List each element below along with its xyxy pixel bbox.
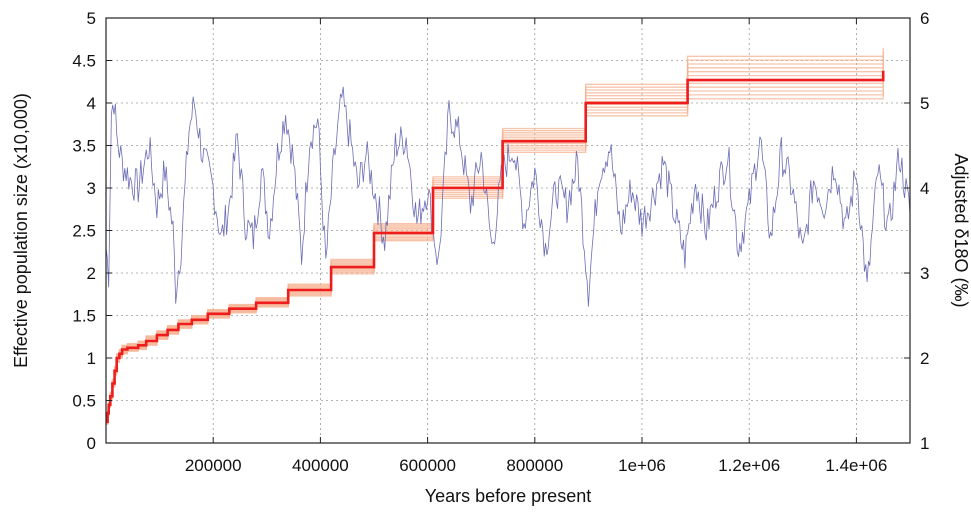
x-tick-label: 400000 [292, 456, 349, 475]
y-right-tick-label: 5 [920, 94, 929, 113]
y-left-tick-label: 1.5 [72, 307, 96, 326]
ne-band-trajectory [106, 55, 884, 421]
y-right-tick-label: 1 [920, 434, 929, 453]
y-axis-right-label: Adjusted δ18O (‰) [951, 153, 971, 307]
x-tick-label: 1.2e+06 [718, 456, 780, 475]
ne-band-trajectory [106, 72, 884, 423]
ne-band-trajectory [106, 76, 884, 424]
x-axis-label: Years before present [425, 486, 591, 506]
y-left-tick-label: 2.5 [72, 222, 96, 241]
y-left-tick-label: 3 [87, 179, 96, 198]
ne-band-trajectory [106, 47, 884, 420]
y-axis-left-label: Effective population size (x10,000) [11, 93, 31, 368]
y-left-tick-label: 5 [87, 9, 96, 28]
y-left-tick-label: 3.5 [72, 137, 96, 156]
y-right-tick-label: 3 [920, 264, 929, 283]
x-tick-label: 200000 [185, 456, 242, 475]
y-left-tick-label: 0.5 [72, 392, 96, 411]
y-left-tick-label: 4.5 [72, 52, 96, 71]
y-left-tick-label: 0 [87, 434, 96, 453]
ne-band-trajectory [106, 88, 884, 425]
y-right-tick-label: 2 [920, 349, 929, 368]
ne-step-line [106, 70, 885, 424]
ne-band-trajectory [106, 80, 884, 424]
ne-band-trajectory [106, 84, 884, 425]
x-tick-label: 800000 [506, 456, 563, 475]
d18o-line [105, 86, 911, 307]
y-left-tick-label: 4 [87, 94, 96, 113]
ne-series [106, 70, 885, 424]
tick-labels: 200000 400000 600000 800000 1e+06 1.2e+06 1.4e… [72, 9, 929, 475]
y-left-tick-label: 1 [87, 349, 96, 368]
grid-layer [106, 18, 910, 443]
ne-band-trajectory [106, 51, 884, 421]
axis-frame [105, 17, 911, 444]
y-right-tick-label: 4 [920, 179, 929, 198]
x-tick-label: 1e+06 [618, 456, 666, 475]
y-right-tick-label: 6 [920, 9, 929, 28]
x-tick-label: 600000 [399, 456, 456, 475]
ne-band-trajectory [106, 68, 884, 423]
x-tick-label: 1.4e+06 [825, 456, 887, 475]
y-left-tick-label: 2 [87, 264, 96, 283]
d18o-series [105, 86, 911, 307]
ne-uncertainty-band [106, 47, 884, 425]
ne-band-trajectory [106, 92, 884, 425]
